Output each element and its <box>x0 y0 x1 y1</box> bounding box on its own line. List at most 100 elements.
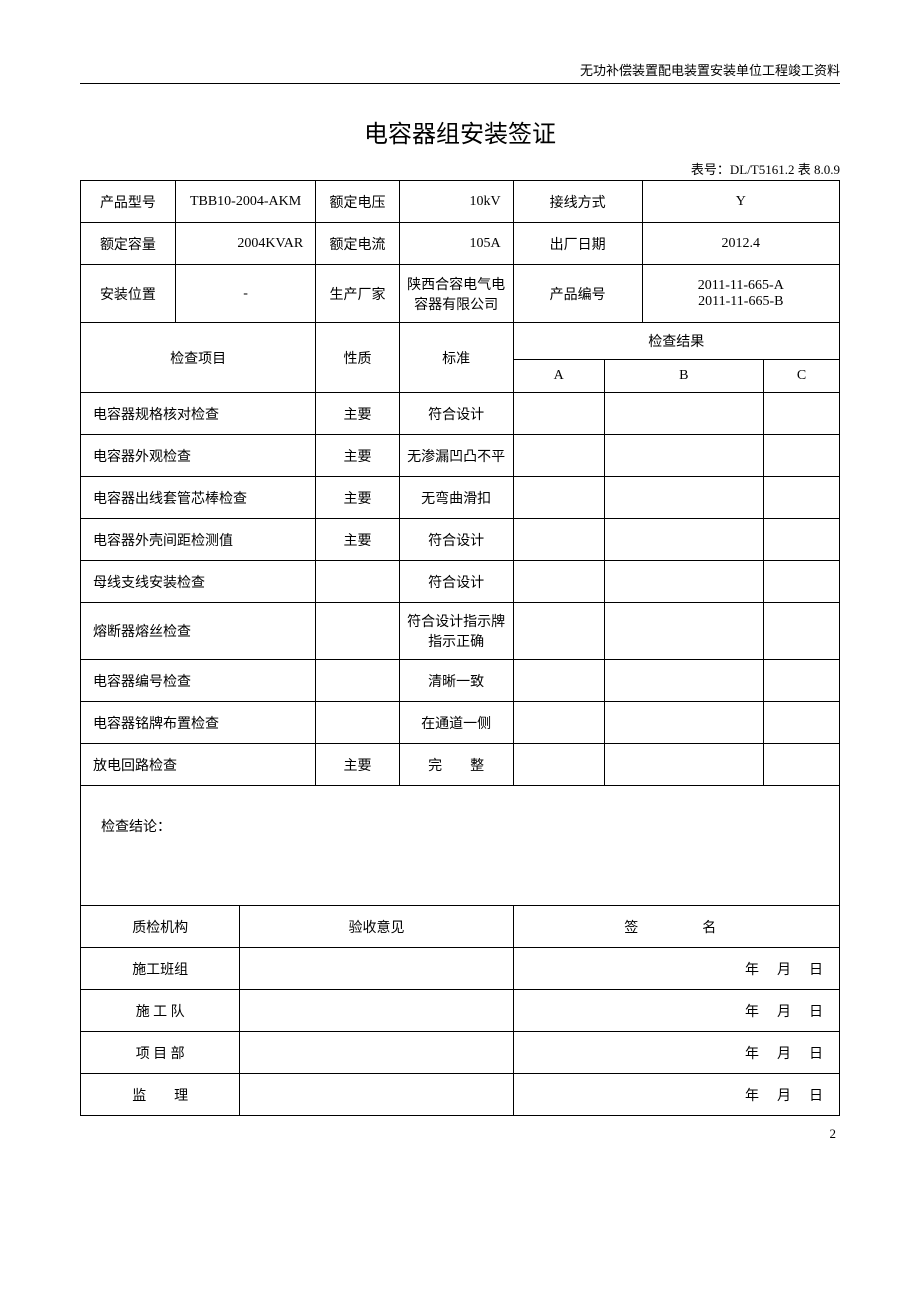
check-nature <box>316 561 399 603</box>
check-standard: 清晰一致 <box>399 660 513 702</box>
signature-row: 施工班组年 月 日 <box>81 948 840 990</box>
spec-label: 额定容量 <box>81 223 176 265</box>
check-row: 电容器编号检查 清晰一致 <box>81 660 840 702</box>
check-header-c: C <box>764 360 840 393</box>
check-nature: 主要 <box>316 393 399 435</box>
table-number-value: DL/T5161.2 表 8.0.9 <box>730 162 840 177</box>
conclusion-cell: 检查结论： <box>81 786 840 906</box>
spec-row-1: 额定容量 2004KVAR 额定电流 105A 出厂日期 2012.4 <box>81 223 840 265</box>
check-result-c <box>764 744 840 786</box>
check-standard: 在通道一侧 <box>399 702 513 744</box>
sig-org: 项 目 部 <box>81 1032 240 1074</box>
check-nature: 主要 <box>316 519 399 561</box>
check-item: 电容器规格核对检查 <box>81 393 316 435</box>
check-result-b <box>604 660 763 702</box>
check-header-row: 检查项目 性质 标准 检查结果 <box>81 323 840 360</box>
check-result-b <box>604 477 763 519</box>
check-row: 电容器铭牌布置检查 在通道一侧 <box>81 702 840 744</box>
check-row: 电容器外观检查主要无渗漏凹凸不平 <box>81 435 840 477</box>
check-item: 母线支线安装检查 <box>81 561 316 603</box>
spec-value: 陕西合容电气电容器有限公司 <box>399 265 513 323</box>
spec-value: 105A <box>399 223 513 265</box>
check-nature: 主要 <box>316 744 399 786</box>
spec-label: 额定电流 <box>316 223 399 265</box>
spec-value: Y <box>642 181 839 223</box>
check-standard: 符合设计 <box>399 393 513 435</box>
check-result-b <box>604 561 763 603</box>
spec-value: 2004KVAR <box>175 223 315 265</box>
sig-opinion <box>240 990 513 1032</box>
check-nature: 主要 <box>316 435 399 477</box>
check-header-nature: 性质 <box>316 323 399 393</box>
sig-date: 年 月 日 <box>513 1032 839 1074</box>
footer-header-row: 质检机构 验收意见 签 名 <box>81 906 840 948</box>
check-nature <box>316 603 399 660</box>
check-standard: 符合设计 <box>399 519 513 561</box>
check-nature <box>316 660 399 702</box>
spec-value: 10kV <box>399 181 513 223</box>
main-table: 产品型号 TBB10-2004-AKM 额定电压 10kV 接线方式 Y 额定容… <box>80 180 840 1116</box>
check-standard: 无渗漏凹凸不平 <box>399 435 513 477</box>
sig-date: 年 月 日 <box>513 1074 839 1116</box>
check-standard: 符合设计 <box>399 561 513 603</box>
spec-label: 生产厂家 <box>316 265 399 323</box>
check-result-c <box>764 660 840 702</box>
check-result-c <box>764 702 840 744</box>
check-row: 电容器出线套管芯棒检查主要无弯曲滑扣 <box>81 477 840 519</box>
check-header-a: A <box>513 360 604 393</box>
check-header-item: 检查项目 <box>81 323 316 393</box>
check-nature: 主要 <box>316 477 399 519</box>
footer-header-org: 质检机构 <box>81 906 240 948</box>
check-result-a <box>513 519 604 561</box>
sig-date: 年 月 日 <box>513 948 839 990</box>
signature-row: 施 工 队年 月 日 <box>81 990 840 1032</box>
check-result-a <box>513 744 604 786</box>
check-result-b <box>604 519 763 561</box>
spec-row-2: 安装位置 - 生产厂家 陕西合容电气电容器有限公司 产品编号 2011-11-6… <box>81 265 840 323</box>
conclusion-row: 检查结论： <box>81 786 840 906</box>
check-header-b: B <box>604 360 763 393</box>
signature-row: 监 理年 月 日 <box>81 1074 840 1116</box>
check-result-c <box>764 477 840 519</box>
spec-label: 安装位置 <box>81 265 176 323</box>
spec-label: 产品编号 <box>513 265 642 323</box>
conclusion-label: 检查结论： <box>101 820 171 835</box>
check-item: 电容器编号检查 <box>81 660 316 702</box>
check-row: 母线支线安装检查 符合设计 <box>81 561 840 603</box>
sig-opinion <box>240 1074 513 1116</box>
check-result-b <box>604 393 763 435</box>
check-item: 电容器铭牌布置检查 <box>81 702 316 744</box>
spec-label: 产品型号 <box>81 181 176 223</box>
check-result-c <box>764 561 840 603</box>
table-number-prefix: 表号： <box>691 162 730 177</box>
check-result-c <box>764 603 840 660</box>
spec-value: - <box>175 265 315 323</box>
page-title: 电容器组安装签证 <box>80 114 840 149</box>
sig-org: 施 工 队 <box>81 990 240 1032</box>
check-result-a <box>513 660 604 702</box>
check-item: 电容器出线套管芯棒检查 <box>81 477 316 519</box>
sig-opinion <box>240 948 513 990</box>
check-item: 放电回路检查 <box>81 744 316 786</box>
sig-date: 年 月 日 <box>513 990 839 1032</box>
table-number: 表号：DL/T5161.2 表 8.0.9 <box>80 159 840 178</box>
check-result-a <box>513 561 604 603</box>
check-result-b <box>604 435 763 477</box>
check-nature <box>316 702 399 744</box>
signature-row: 项 目 部年 月 日 <box>81 1032 840 1074</box>
spec-value: TBB10-2004-AKM <box>175 181 315 223</box>
footer-header-sign: 签 名 <box>513 906 839 948</box>
spec-label: 额定电压 <box>316 181 399 223</box>
check-row: 电容器外壳间距检测值主要符合设计 <box>81 519 840 561</box>
check-header-result: 检查结果 <box>513 323 839 360</box>
sig-opinion <box>240 1032 513 1074</box>
check-result-a <box>513 477 604 519</box>
check-standard: 完 整 <box>399 744 513 786</box>
check-row: 熔断器熔丝检查符合设计指示牌指示正确 <box>81 603 840 660</box>
spec-label: 接线方式 <box>513 181 642 223</box>
check-item: 电容器外壳间距检测值 <box>81 519 316 561</box>
spec-row-0: 产品型号 TBB10-2004-AKM 额定电压 10kV 接线方式 Y <box>81 181 840 223</box>
check-item: 电容器外观检查 <box>81 435 316 477</box>
check-result-a <box>513 702 604 744</box>
check-result-a <box>513 393 604 435</box>
